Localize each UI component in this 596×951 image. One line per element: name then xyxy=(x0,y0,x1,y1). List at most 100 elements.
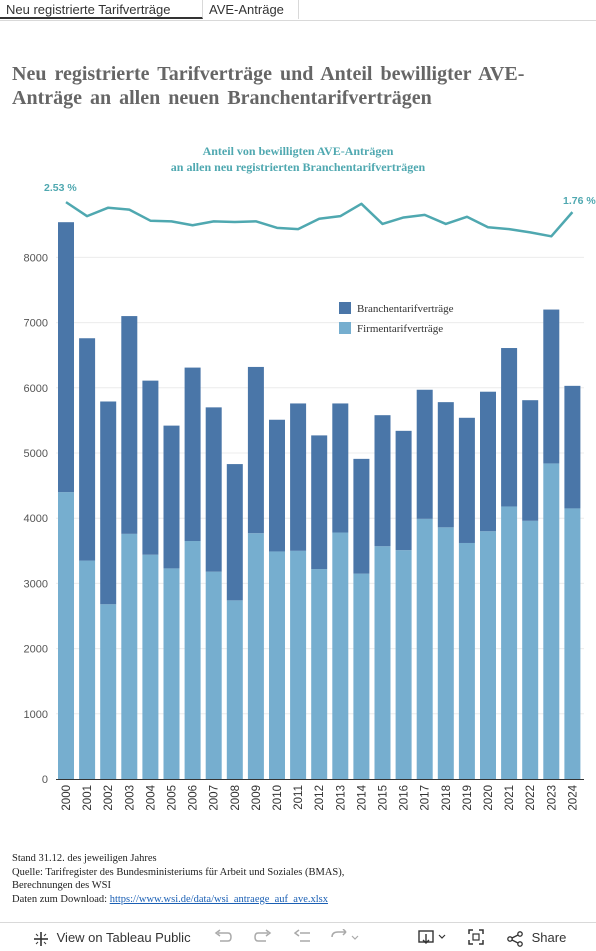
bar-branchentarifvertraege xyxy=(184,367,201,542)
bar-branchentarifvertraege xyxy=(353,458,370,574)
bar-firmentarifvertraege xyxy=(205,571,222,779)
page-title: Neu registrierte Tarifverträge und Antei… xyxy=(12,63,525,109)
x-tick-label: 2018 xyxy=(441,785,453,811)
bar-firmentarifvertraege xyxy=(395,550,412,779)
bar-firmentarifvertraege xyxy=(142,554,159,779)
x-tick-label: 2007 xyxy=(209,785,221,811)
x-tick-label: 2021 xyxy=(504,785,516,811)
bar-firmentarifvertraege xyxy=(184,541,201,779)
share-label: Share xyxy=(531,930,567,945)
bar-branchentarifvertraege xyxy=(374,415,391,547)
x-tick-label: 2003 xyxy=(124,785,136,811)
y-tick-label: 3000 xyxy=(24,578,48,590)
tab-ave-antraege[interactable]: AVE-Anträge xyxy=(203,0,299,19)
bar-branchentarifvertraege xyxy=(290,403,307,551)
x-tick-label: 2014 xyxy=(356,784,368,810)
pause-icon xyxy=(331,928,359,940)
bar-firmentarifvertraege xyxy=(100,604,117,779)
x-tick-label: 2012 xyxy=(314,785,326,811)
redo-icon xyxy=(254,929,272,942)
bar-firmentarifvertraege xyxy=(501,506,518,779)
x-tick-label: 2006 xyxy=(188,785,200,811)
bar-branchentarifvertraege xyxy=(395,430,412,551)
tab-neu-registrierte-tarifvertraege[interactable]: Neu registrierte Tarifverträge xyxy=(0,0,203,19)
bar-firmentarifvertraege xyxy=(543,463,560,779)
bar-branchentarifvertraege xyxy=(163,425,180,569)
fullscreen-button[interactable] xyxy=(468,929,484,947)
legend-swatch-firmentarifvertraege xyxy=(339,322,351,334)
undo-button[interactable] xyxy=(214,929,232,947)
x-tick-label: 2004 xyxy=(145,784,157,810)
view-on-tableau-button[interactable]: View on Tableau Public xyxy=(34,929,191,947)
bar-firmentarifvertraege xyxy=(522,520,539,779)
bar-branchentarifvertraege xyxy=(311,435,328,570)
legend-label-firmentarifvertraege: Firmentarifverträge xyxy=(357,323,443,335)
footer-download: Daten zum Download: https://www.wsi.de/d… xyxy=(12,893,344,907)
x-tick-label: 2023 xyxy=(546,785,558,811)
bar-branchentarifvertraege xyxy=(437,402,454,528)
tableau-toolbar: View on Tableau Public Share xyxy=(0,922,596,951)
line-chart-title-line2: an allen neu registrierten Branchentarif… xyxy=(171,160,426,174)
x-tick-label: 2019 xyxy=(462,785,474,811)
share-icon xyxy=(507,930,523,947)
footer-berechnungen: Berechnungen des WSI xyxy=(12,880,111,891)
share-button[interactable]: Share xyxy=(507,929,566,947)
bar-firmentarifvertraege xyxy=(311,569,328,779)
bar-firmentarifvertraege xyxy=(564,508,581,779)
legend-swatch-branchentarifvertraege xyxy=(339,302,351,314)
y-tick-label: 5000 xyxy=(24,448,48,460)
bar-firmentarifvertraege xyxy=(480,531,496,779)
bar-branchentarifvertraege xyxy=(142,380,159,555)
bar-firmentarifvertraege xyxy=(121,533,138,779)
bar-firmentarifvertraege xyxy=(374,546,391,779)
redo-button[interactable] xyxy=(254,929,272,947)
x-tick-label: 2001 xyxy=(82,785,94,811)
x-tick-label: 2016 xyxy=(399,785,411,811)
chart-area: 0 1000 2000 3000 4000 5000 6000 7000 8000 2000 200… xyxy=(24,144,596,811)
x-tick-label: 2009 xyxy=(251,785,263,811)
x-tick-label: 2010 xyxy=(272,785,284,811)
bar-branchentarifvertraege xyxy=(543,309,560,464)
bar-branchentarifvertraege xyxy=(416,389,433,519)
y-tick-label: 7000 xyxy=(24,318,48,330)
y-tick-label: 8000 xyxy=(24,252,48,264)
legend-label-branchentarifvertraege: Branchentarifverträge xyxy=(357,303,454,315)
bar-branchentarifvertraege xyxy=(522,400,539,521)
revert-icon xyxy=(293,929,310,942)
bar-firmentarifvertraege xyxy=(332,532,349,779)
download-link[interactable]: https://www.wsi.de/data/wsi_antraege_auf… xyxy=(109,893,328,905)
download-button[interactable] xyxy=(418,929,448,947)
bar-firmentarifvertraege xyxy=(458,542,475,779)
view-on-tableau-label: View on Tableau Public xyxy=(56,930,191,945)
x-tick-label: 2017 xyxy=(420,785,432,811)
bar-branchentarifvertraege xyxy=(247,366,264,534)
bar-firmentarifvertraege xyxy=(269,551,285,779)
bar-branchentarifvertraege xyxy=(564,385,581,509)
bar-firmentarifvertraege xyxy=(79,560,96,779)
bar-branchentarifvertraege xyxy=(332,403,349,533)
bar-firmentarifvertraege xyxy=(353,573,370,779)
pause-button[interactable] xyxy=(330,928,360,947)
bar-firmentarifvertraege xyxy=(58,492,74,779)
y-tick-label: 6000 xyxy=(24,383,48,395)
bar-branchentarifvertraege xyxy=(501,348,518,507)
fullscreen-icon xyxy=(468,929,484,945)
x-tick-label: 2013 xyxy=(335,785,347,811)
bar-branchentarifvertraege xyxy=(458,417,475,543)
x-tick-label: 2015 xyxy=(378,785,390,811)
bar-branchentarifvertraege xyxy=(480,391,496,532)
revert-button[interactable] xyxy=(293,929,312,947)
y-tick-label: 0 xyxy=(42,774,48,786)
bar-branchentarifvertraege xyxy=(226,464,243,601)
bar-firmentarifvertraege xyxy=(226,600,243,779)
bar-branchentarifvertraege xyxy=(269,419,285,552)
download-icon xyxy=(418,930,446,944)
y-tick-label: 1000 xyxy=(24,709,48,721)
bar-firmentarifvertraege xyxy=(247,533,264,779)
bar-branchentarifvertraege xyxy=(79,338,96,561)
x-tick-label: 2005 xyxy=(167,785,179,811)
x-tick-label: 2002 xyxy=(103,785,115,811)
undo-icon xyxy=(214,929,232,942)
tableau-logo-icon xyxy=(34,931,48,946)
bar-branchentarifvertraege xyxy=(121,316,138,534)
